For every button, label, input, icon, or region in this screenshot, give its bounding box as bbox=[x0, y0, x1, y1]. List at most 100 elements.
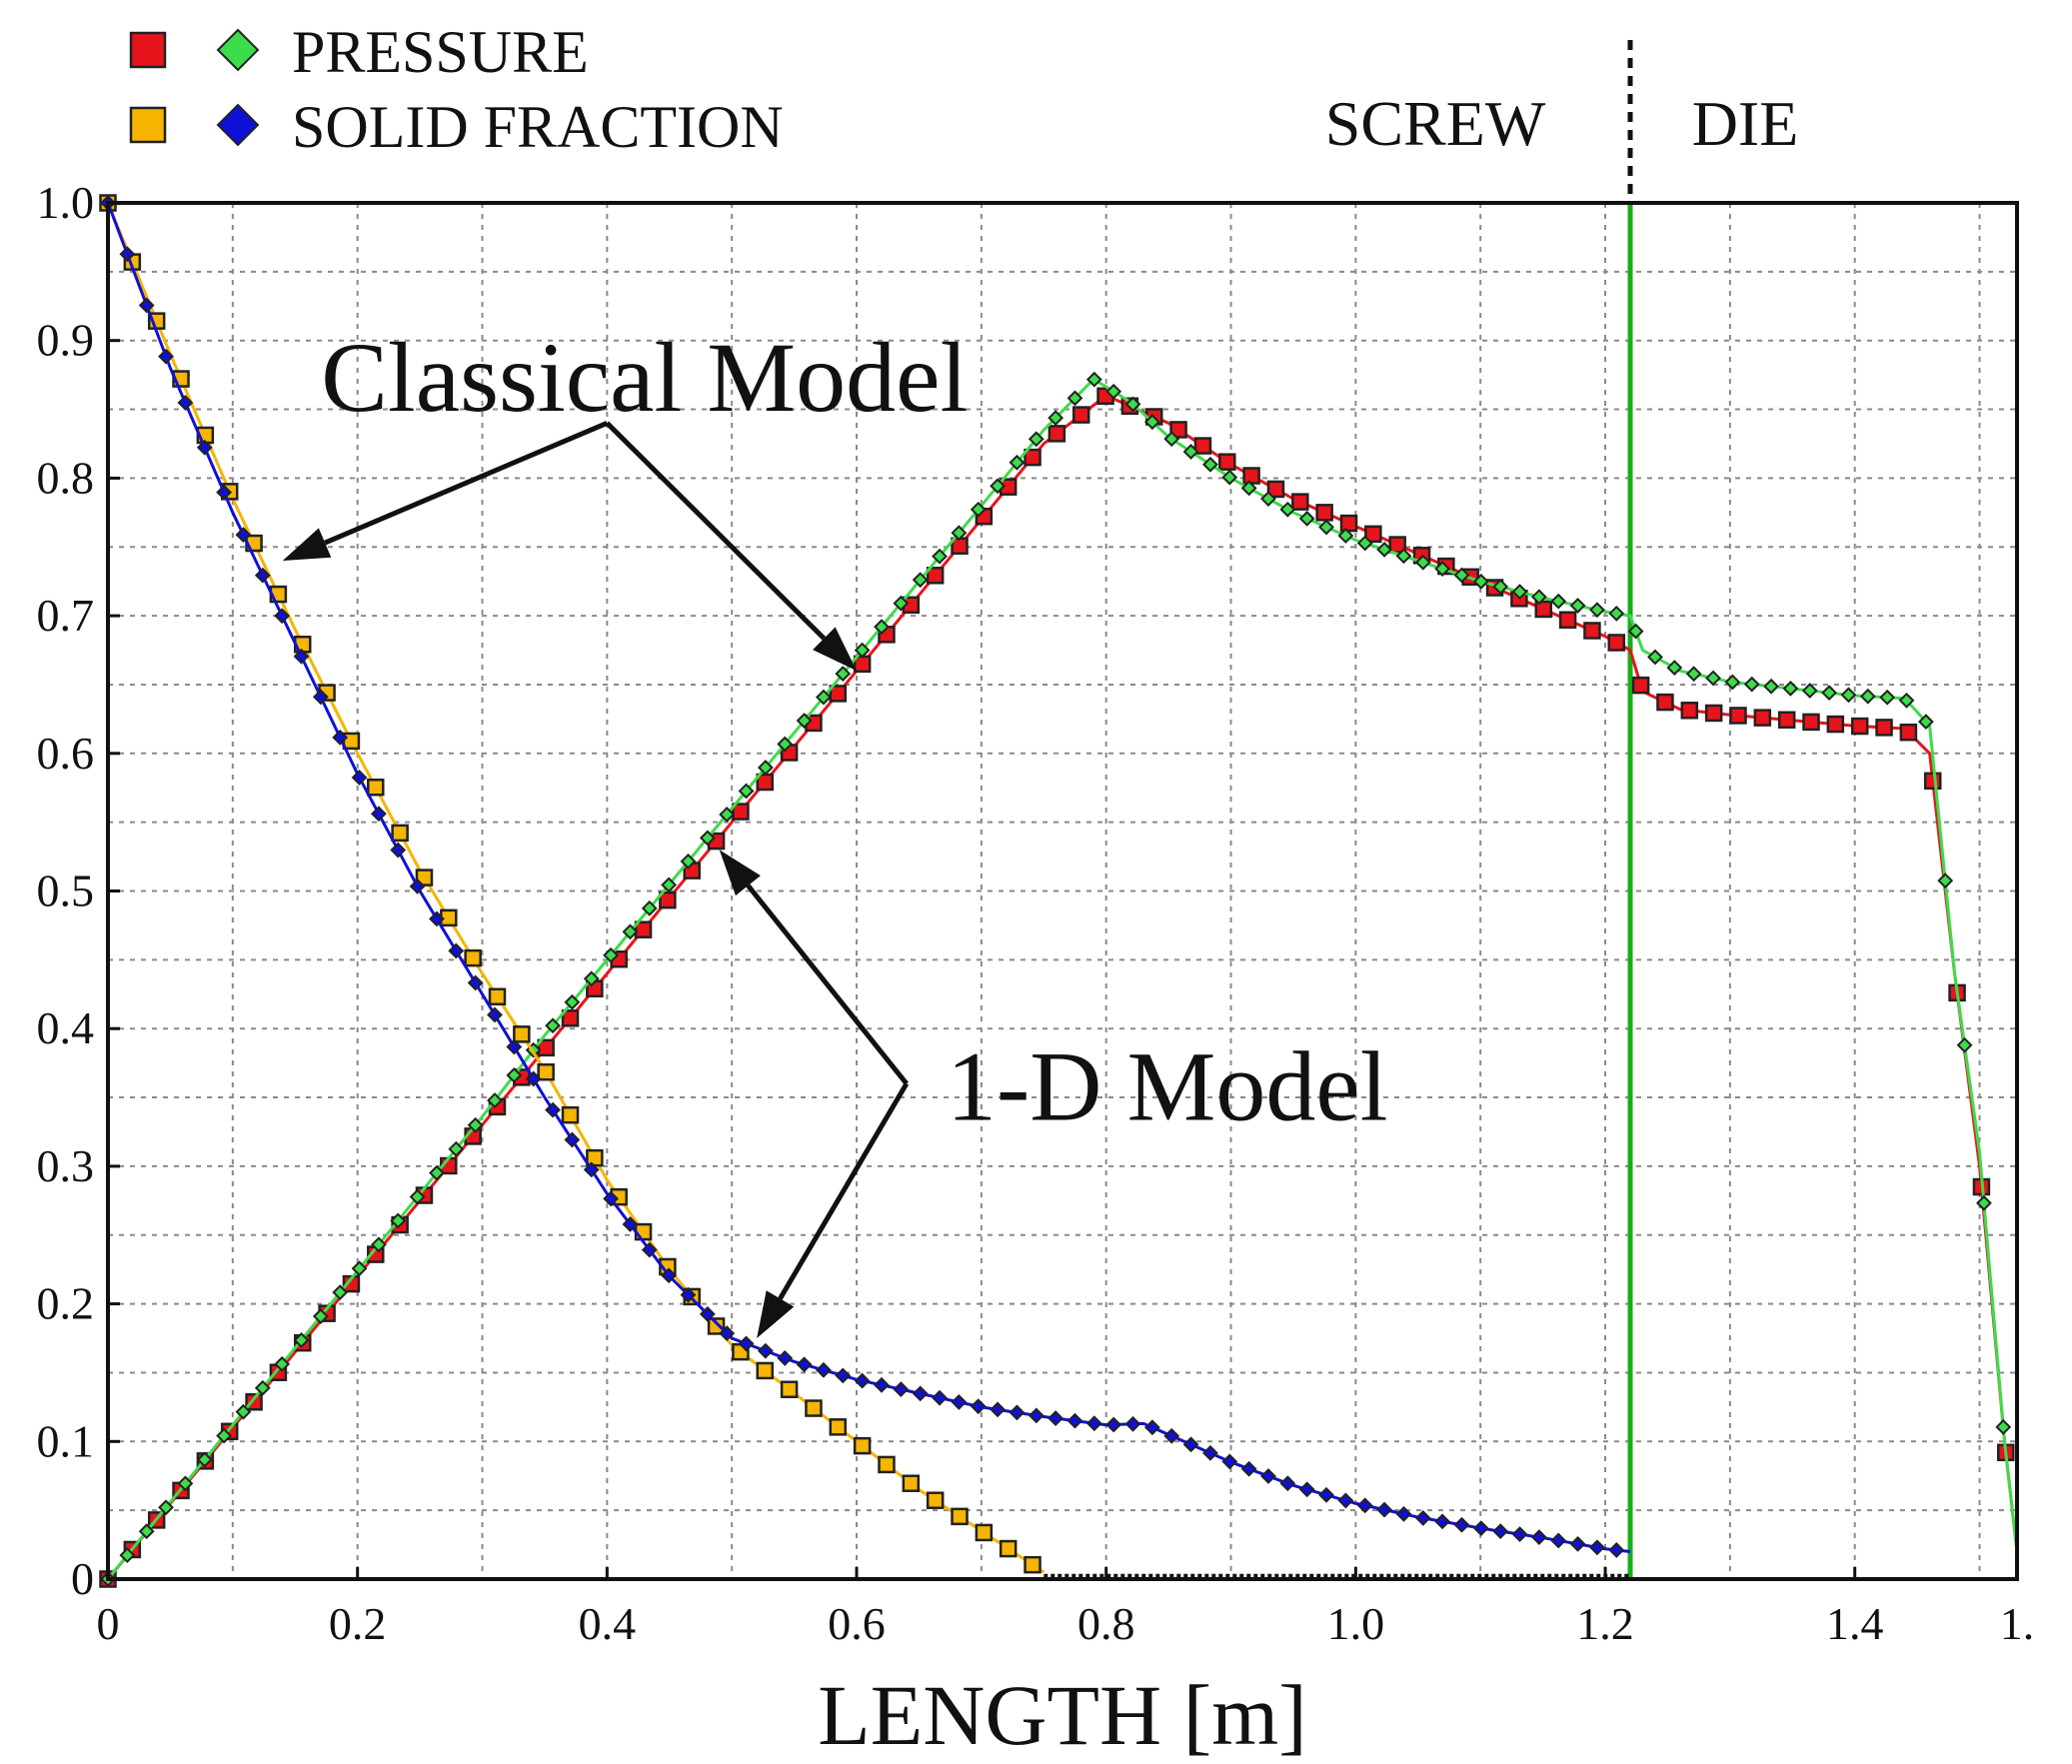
data-point-square bbox=[1656, 693, 1674, 712]
data-point-square bbox=[1583, 622, 1601, 640]
data-point-diamond bbox=[506, 1066, 523, 1083]
data-point-diamond bbox=[757, 760, 774, 776]
arrow-head bbox=[757, 1290, 795, 1339]
data-point-square bbox=[1875, 719, 1893, 737]
data-point-square bbox=[1777, 711, 1796, 730]
data-point-diamond bbox=[854, 642, 871, 659]
arrow-head bbox=[813, 627, 858, 672]
data-point-diamond bbox=[1530, 1529, 1547, 1546]
series-2 bbox=[99, 194, 1045, 1574]
data-point-diamond bbox=[429, 1164, 445, 1181]
data-point-square bbox=[926, 567, 945, 585]
data-point-diamond bbox=[274, 608, 291, 625]
data-point-diamond bbox=[1047, 1410, 1064, 1426]
series-3 bbox=[100, 195, 1631, 1558]
data-point-diamond bbox=[545, 1101, 561, 1118]
data-point-square bbox=[1704, 704, 1723, 723]
y-tick-label: 0.1 bbox=[37, 1415, 95, 1466]
annotation-arrows bbox=[282, 421, 910, 1339]
data-point-diamond bbox=[1395, 1505, 1412, 1522]
data-point-square bbox=[513, 1025, 531, 1043]
annotation-1d-model: 1-D Model bbox=[947, 1030, 1388, 1141]
data-point-diamond bbox=[293, 648, 310, 665]
data-point-diamond bbox=[216, 1427, 233, 1444]
data-point-diamond bbox=[661, 877, 678, 893]
data-point-diamond bbox=[583, 1161, 600, 1178]
data-point-diamond bbox=[1337, 528, 1354, 544]
data-point-diamond bbox=[196, 439, 213, 456]
data-point-diamond bbox=[274, 1355, 291, 1372]
data-point-diamond bbox=[912, 1385, 929, 1402]
data-point-diamond bbox=[1414, 1510, 1431, 1526]
data-point-diamond bbox=[1492, 579, 1509, 595]
data-point-diamond bbox=[1569, 1535, 1586, 1552]
data-point-square bbox=[1899, 723, 1918, 742]
data-point-diamond bbox=[370, 806, 387, 823]
data-point-diamond bbox=[487, 1006, 503, 1023]
data-point-diamond bbox=[564, 993, 581, 1010]
data-point-diamond bbox=[1511, 584, 1528, 600]
data-point-diamond bbox=[235, 1403, 252, 1420]
data-point-diamond bbox=[854, 1372, 871, 1389]
data-point-diamond bbox=[1143, 414, 1160, 431]
arrow-head bbox=[719, 850, 761, 896]
data-point-diamond bbox=[1221, 1453, 1238, 1470]
y-tick-label: 0.9 bbox=[37, 315, 95, 366]
data-point-diamond bbox=[1105, 1416, 1122, 1433]
data-point-square bbox=[1802, 713, 1820, 732]
x-tick-label: 1.2 bbox=[1576, 1598, 1634, 1649]
data-point-diamond bbox=[912, 572, 929, 589]
data-point-diamond bbox=[1202, 1444, 1218, 1461]
data-point-diamond bbox=[1550, 1532, 1567, 1549]
data-point-square bbox=[1218, 453, 1236, 471]
data-point-square bbox=[1266, 480, 1285, 499]
data-point-diamond bbox=[158, 1499, 174, 1516]
data-point-diamond bbox=[293, 1332, 310, 1348]
data-point-diamond bbox=[1395, 548, 1412, 565]
data-point-diamond bbox=[1376, 541, 1392, 558]
region-label-die: DIE bbox=[1692, 88, 1799, 159]
region-label-screw: SCREW bbox=[1325, 88, 1546, 159]
data-point-square bbox=[1923, 772, 1942, 791]
data-point-diamond bbox=[1202, 456, 1218, 473]
arrow-shaft bbox=[605, 421, 827, 641]
data-point-diamond bbox=[874, 1376, 890, 1393]
data-point-diamond bbox=[951, 525, 968, 542]
data-point-diamond bbox=[138, 1523, 155, 1540]
data-point-diamond bbox=[757, 1342, 774, 1359]
data-point-diamond bbox=[1182, 444, 1199, 460]
data-point-diamond bbox=[1472, 1520, 1489, 1537]
data-point-diamond bbox=[1898, 692, 1915, 709]
data-point-diamond bbox=[1453, 1516, 1470, 1533]
data-point-diamond bbox=[874, 619, 890, 636]
data-point-diamond bbox=[1743, 676, 1760, 693]
data-point-diamond bbox=[1956, 1036, 1973, 1053]
data-point-diamond bbox=[1801, 683, 1818, 699]
data-point-diamond bbox=[622, 1216, 639, 1232]
data-point-square bbox=[975, 1523, 994, 1542]
data-point-square bbox=[780, 1380, 799, 1398]
data-point-square bbox=[1315, 504, 1333, 522]
data-point-diamond bbox=[1318, 519, 1334, 536]
data-point-square bbox=[1071, 406, 1090, 424]
data-point-diamond bbox=[525, 1070, 542, 1087]
data-point-square bbox=[415, 869, 434, 886]
data-point-square bbox=[1339, 514, 1358, 533]
data-point-diamond bbox=[370, 1236, 387, 1253]
data-point-diamond bbox=[641, 1241, 658, 1258]
data-point-diamond bbox=[1298, 1481, 1315, 1498]
data-point-diamond bbox=[738, 1335, 755, 1352]
data-point-diamond bbox=[951, 1394, 968, 1410]
axes: 0 0.1 0.2 0.3 0.4 0.5 0.6 0.7 0.8 0.9 1.0 0 0.2 0.4 0.… bbox=[37, 177, 2035, 1649]
data-point-diamond bbox=[1085, 1415, 1102, 1432]
data-point-diamond bbox=[1356, 1497, 1373, 1514]
series-layer bbox=[99, 194, 2019, 1588]
data-point-diamond bbox=[1085, 371, 1102, 388]
data-point-square bbox=[1024, 448, 1041, 467]
data-point-diamond bbox=[429, 910, 445, 927]
data-point-diamond bbox=[448, 1140, 465, 1157]
data-point-diamond bbox=[1143, 1419, 1160, 1436]
y-tick-label: 0.3 bbox=[37, 1140, 95, 1191]
data-point-diamond bbox=[1124, 396, 1141, 413]
data-point-square bbox=[1169, 421, 1187, 439]
